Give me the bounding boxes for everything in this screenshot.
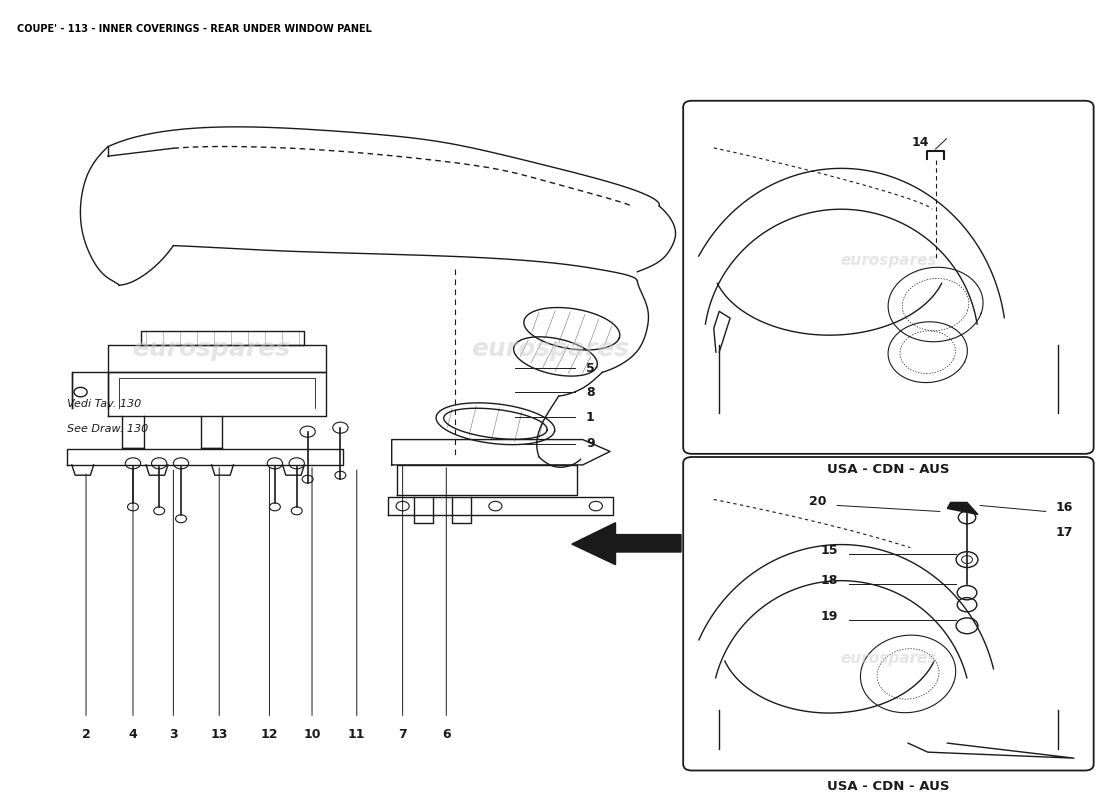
Text: eurospares: eurospares bbox=[840, 651, 937, 666]
FancyBboxPatch shape bbox=[683, 457, 1093, 770]
Text: COUPE' - 113 - INNER COVERINGS - REAR UNDER WINDOW PANEL: COUPE' - 113 - INNER COVERINGS - REAR UN… bbox=[18, 24, 372, 34]
Text: 10: 10 bbox=[304, 727, 321, 741]
Text: 3: 3 bbox=[169, 727, 178, 741]
Text: 17: 17 bbox=[1056, 526, 1074, 538]
FancyBboxPatch shape bbox=[683, 101, 1093, 454]
Text: 15: 15 bbox=[821, 543, 838, 557]
Text: USA - CDN - AUS: USA - CDN - AUS bbox=[827, 780, 949, 793]
Polygon shape bbox=[947, 502, 978, 514]
Text: 16: 16 bbox=[1056, 502, 1074, 514]
Text: 18: 18 bbox=[821, 574, 838, 586]
Text: 1: 1 bbox=[586, 411, 595, 424]
Text: Vedi Tav. 130: Vedi Tav. 130 bbox=[67, 399, 142, 409]
Text: 9: 9 bbox=[586, 437, 595, 450]
Text: 11: 11 bbox=[348, 727, 365, 741]
Text: 20: 20 bbox=[808, 495, 826, 509]
Text: 5: 5 bbox=[586, 362, 595, 375]
Text: 19: 19 bbox=[821, 610, 838, 622]
Text: eurospares: eurospares bbox=[471, 337, 629, 361]
Text: 13: 13 bbox=[210, 727, 228, 741]
Text: eurospares: eurospares bbox=[132, 337, 290, 361]
Text: See Draw. 130: See Draw. 130 bbox=[67, 424, 148, 434]
Text: 4: 4 bbox=[129, 727, 138, 741]
Text: eurospares: eurospares bbox=[840, 253, 937, 268]
Polygon shape bbox=[572, 522, 681, 565]
Text: 12: 12 bbox=[261, 727, 278, 741]
Text: 7: 7 bbox=[398, 727, 407, 741]
Text: 8: 8 bbox=[586, 386, 595, 398]
Text: 2: 2 bbox=[81, 727, 90, 741]
Text: 6: 6 bbox=[442, 727, 451, 741]
Text: USA - CDN - AUS: USA - CDN - AUS bbox=[827, 463, 949, 476]
Text: 14: 14 bbox=[911, 136, 928, 150]
